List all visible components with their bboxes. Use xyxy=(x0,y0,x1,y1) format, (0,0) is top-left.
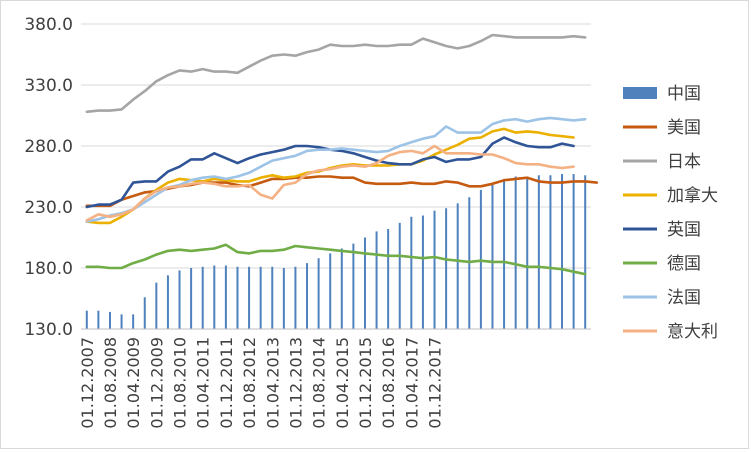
bar-china xyxy=(132,314,135,329)
x-tick-label: 01.04.2017 xyxy=(402,337,421,429)
x-tick-label: 01.04.2011 xyxy=(194,337,213,429)
legend-label: 法国 xyxy=(667,288,701,308)
bar-china xyxy=(224,265,227,329)
x-tick-label: 01.12.2011 xyxy=(217,337,236,429)
bar-china xyxy=(306,263,309,329)
series-line-4 xyxy=(85,243,587,276)
axis-layer: 130.0 180.0 230.0 280.0 330.0 380.0 01.12.2007… xyxy=(24,15,591,429)
bar-china xyxy=(120,314,123,329)
bar-china xyxy=(213,265,216,329)
bar-china xyxy=(259,266,262,329)
x-tick-label: 01.04.2013 xyxy=(263,337,282,429)
series-line-5 xyxy=(85,116,587,223)
bar-china xyxy=(375,231,378,329)
bar-china xyxy=(352,243,355,329)
legend-label: 意大利 xyxy=(667,322,718,342)
y-tick-label: 230.0 xyxy=(24,198,73,218)
bar-china xyxy=(166,275,169,329)
bar-china xyxy=(491,183,494,329)
bar-china xyxy=(526,176,529,329)
y-tick-label: 130.0 xyxy=(24,320,73,340)
bar-china xyxy=(143,297,146,329)
bar-china xyxy=(410,216,413,329)
legend-label: 德国 xyxy=(667,254,701,274)
bar-china xyxy=(398,222,401,329)
bar-china xyxy=(236,266,239,329)
legend-label: 英国 xyxy=(667,220,701,240)
bar-china xyxy=(572,174,575,329)
series-line-6 xyxy=(85,144,575,222)
bar-china xyxy=(190,268,193,329)
bar-china xyxy=(155,282,158,329)
bar-china xyxy=(456,203,459,329)
bar-china xyxy=(584,175,587,329)
grid-layer xyxy=(81,23,591,269)
legend-label: 加拿大 xyxy=(667,185,718,206)
bar-china xyxy=(340,248,343,329)
bar-china xyxy=(201,266,204,329)
bar-china xyxy=(178,270,181,329)
y-tick-label: 330.0 xyxy=(24,76,73,96)
bar-china xyxy=(248,266,251,329)
x-tick-label: 01.08.2010 xyxy=(171,337,190,429)
y-tick-label: 280.0 xyxy=(24,137,73,157)
bar-china xyxy=(317,258,320,329)
bar-china xyxy=(503,178,506,329)
legend-swatch-bar xyxy=(623,87,657,99)
legend-label: 日本 xyxy=(667,152,701,172)
series-line-3 xyxy=(85,136,575,209)
x-tick-label: 01.12.2009 xyxy=(147,337,166,429)
x-tick-label: 01.08.2008 xyxy=(101,337,120,429)
bar-china xyxy=(421,215,424,329)
bar-china xyxy=(108,311,111,329)
x-tick-label: 01.12.2013 xyxy=(286,337,305,429)
bar-china xyxy=(363,237,366,329)
bar-china xyxy=(97,310,100,329)
bar-china xyxy=(433,210,436,329)
bar-china xyxy=(514,176,517,329)
x-tick-label: 01.12.2015 xyxy=(356,337,375,429)
bar-china xyxy=(445,208,448,329)
x-tick-label: 01.04.2009 xyxy=(124,337,143,429)
bar-china xyxy=(561,174,564,329)
series-line-1 xyxy=(85,33,587,114)
x-tick-label: 01.08.2012 xyxy=(240,337,259,429)
y-tick-label: 180.0 xyxy=(24,259,73,279)
bar-china xyxy=(85,310,88,329)
x-tick-label: 01.12.2017 xyxy=(426,337,445,429)
bar-china xyxy=(294,266,297,329)
bar-china xyxy=(271,266,274,329)
legend-label: 美国 xyxy=(667,118,701,138)
x-tick-label: 01.08.2016 xyxy=(379,337,398,429)
y-tick-label: 380.0 xyxy=(24,15,73,35)
bar-china xyxy=(282,268,285,329)
bar-china xyxy=(537,175,540,329)
line-layer xyxy=(85,33,599,276)
x-tick-label: 01.04.2015 xyxy=(333,337,352,429)
bar-china xyxy=(387,228,390,329)
x-tick-label: 01.08.2014 xyxy=(310,337,329,429)
bar-china xyxy=(329,253,332,329)
bar-china xyxy=(549,175,552,329)
legend-label: 中国 xyxy=(667,84,701,104)
x-tick-label: 01.12.2007 xyxy=(78,337,97,429)
